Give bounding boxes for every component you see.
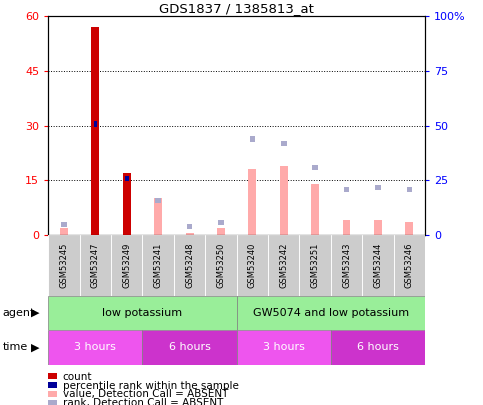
Bar <box>342 220 351 235</box>
Bar <box>405 222 413 235</box>
Bar <box>217 228 225 235</box>
Bar <box>125 176 128 181</box>
Text: 3 hours: 3 hours <box>74 342 116 352</box>
Bar <box>111 235 142 296</box>
Bar <box>250 136 255 142</box>
Text: time: time <box>2 342 28 352</box>
Text: count: count <box>63 372 92 382</box>
Bar <box>237 296 425 330</box>
Bar <box>374 220 382 235</box>
Text: GSM53251: GSM53251 <box>311 243 320 288</box>
Text: rank, Detection Call = ABSENT: rank, Detection Call = ABSENT <box>63 399 223 405</box>
Text: percentile rank within the sample: percentile rank within the sample <box>63 381 239 390</box>
Bar <box>344 187 349 192</box>
Bar <box>185 233 194 235</box>
Text: ▶: ▶ <box>31 342 40 352</box>
Text: 3 hours: 3 hours <box>263 342 305 352</box>
Bar <box>60 228 68 235</box>
Bar <box>94 121 97 127</box>
Bar <box>123 173 131 235</box>
Bar <box>248 169 256 235</box>
Bar <box>187 224 192 229</box>
Bar <box>91 27 99 235</box>
Bar <box>407 187 412 192</box>
Text: GSM53244: GSM53244 <box>373 243 383 288</box>
Title: GDS1837 / 1385813_at: GDS1837 / 1385813_at <box>159 2 314 15</box>
Text: GW5074 and low potassium: GW5074 and low potassium <box>253 308 409 318</box>
Bar <box>142 235 174 296</box>
Text: GSM53247: GSM53247 <box>91 243 100 288</box>
Bar <box>268 235 299 296</box>
Text: GSM53240: GSM53240 <box>248 243 257 288</box>
Bar <box>237 235 268 296</box>
Text: ▶: ▶ <box>31 308 40 318</box>
Text: GSM53248: GSM53248 <box>185 243 194 288</box>
Text: 6 hours: 6 hours <box>357 342 399 352</box>
Bar <box>48 296 237 330</box>
Bar <box>311 184 319 235</box>
Bar <box>331 235 362 296</box>
Bar <box>375 185 381 190</box>
Bar <box>331 330 425 364</box>
Bar <box>174 235 205 296</box>
Text: GSM53250: GSM53250 <box>216 243 226 288</box>
Text: 6 hours: 6 hours <box>169 342 211 352</box>
Text: value, Detection Call = ABSENT: value, Detection Call = ABSENT <box>63 390 228 399</box>
Text: GSM53242: GSM53242 <box>279 243 288 288</box>
Text: GSM53245: GSM53245 <box>59 243 69 288</box>
Text: GSM53249: GSM53249 <box>122 243 131 288</box>
Text: low potassium: low potassium <box>102 308 183 318</box>
Bar <box>205 235 237 296</box>
Bar <box>237 330 331 364</box>
Text: GSM53243: GSM53243 <box>342 243 351 288</box>
Bar <box>394 235 425 296</box>
Text: GSM53241: GSM53241 <box>154 243 163 288</box>
Bar <box>142 330 237 364</box>
Bar <box>48 235 80 296</box>
Text: GSM53246: GSM53246 <box>405 243 414 288</box>
Bar <box>362 235 394 296</box>
Bar <box>218 220 224 225</box>
Bar <box>156 198 161 203</box>
Bar <box>61 222 67 227</box>
Bar <box>80 235 111 296</box>
Bar <box>48 330 142 364</box>
Bar <box>313 165 318 171</box>
Text: agent: agent <box>2 308 35 318</box>
Bar <box>281 141 286 146</box>
Bar <box>299 235 331 296</box>
Bar <box>154 198 162 235</box>
Bar <box>280 166 288 235</box>
